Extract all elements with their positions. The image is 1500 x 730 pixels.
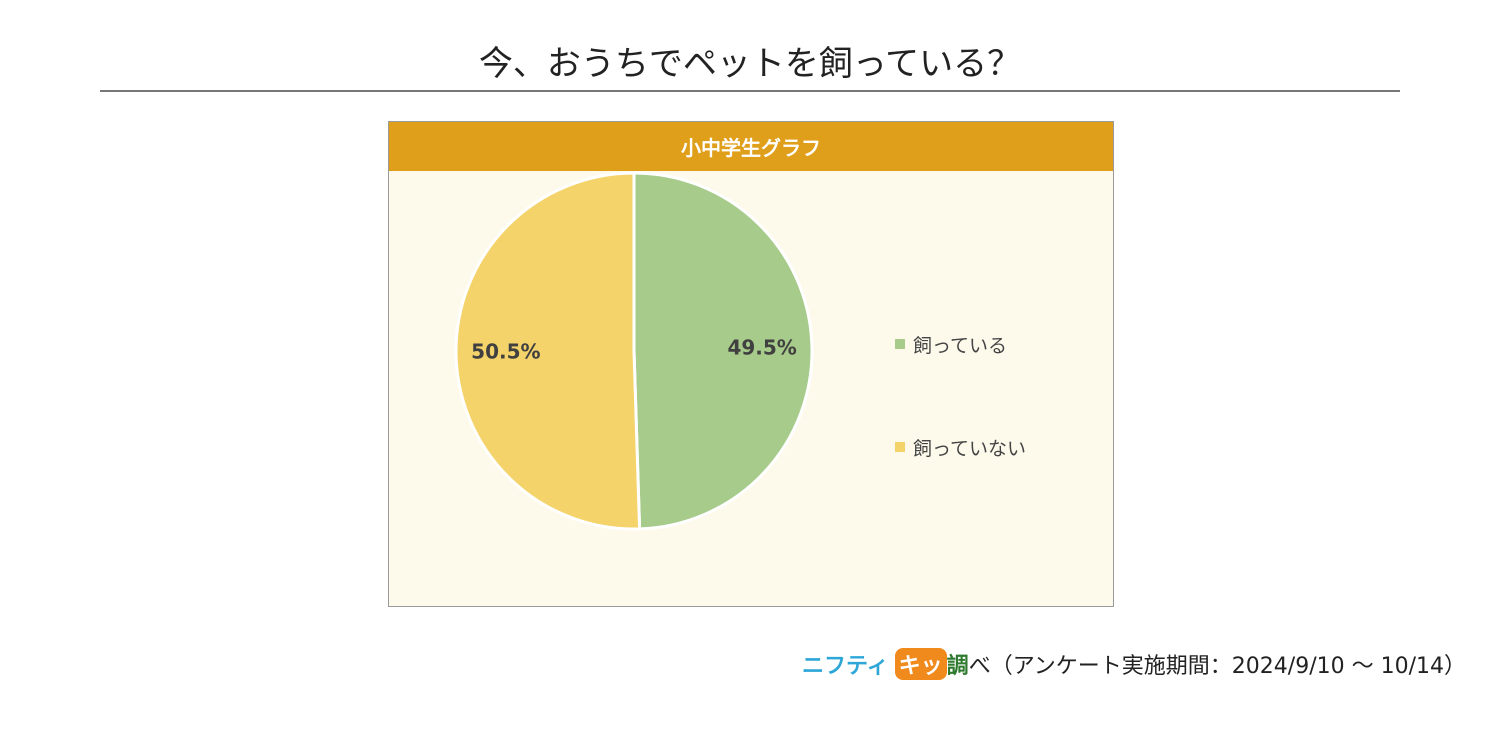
title-divider: [100, 90, 1400, 92]
pie-label-0: 49.5%: [727, 335, 796, 359]
legend-item-no-pet: 飼っていない: [895, 435, 1027, 460]
legend-swatch-no-pet: [895, 442, 905, 452]
survey-source: ニフティ キッ 調 べ（アンケート実施期間：2024/9/10 ～ 10/14）: [802, 648, 1466, 680]
legend-item-have-pet: 飼っている: [895, 332, 1026, 357]
brand-logo-nifty: ニフティ: [801, 654, 889, 679]
page-title: 今、おうちでペットを飼っている？: [478, 44, 1022, 84]
chart-panel: 小中学生グラフ 49.5% 50.5% 飼っている 飼っていない: [388, 121, 1114, 607]
brand-logo-shirabe: 調: [946, 654, 969, 679]
brand-logo-kids: キッ: [894, 648, 947, 680]
chart-title: 小中学生グラフ: [389, 122, 1113, 171]
pie-slice-0: [632, 171, 814, 531]
legend-label-no-pet: 飼っていない: [913, 437, 1027, 460]
survey-period-text: べ（アンケート実施期間：2024/9/10 ～ 10/14）: [968, 654, 1466, 679]
legend-label-have-pet: 飼っている: [913, 334, 1008, 357]
legend-swatch-have-pet: [895, 339, 905, 349]
pie-slice-1: [454, 171, 642, 531]
pie-label-1: 50.5%: [471, 340, 540, 364]
pie-chart: 49.5% 50.5%: [454, 171, 814, 531]
chart-legend: 飼っている 飼っていない: [895, 332, 1027, 460]
